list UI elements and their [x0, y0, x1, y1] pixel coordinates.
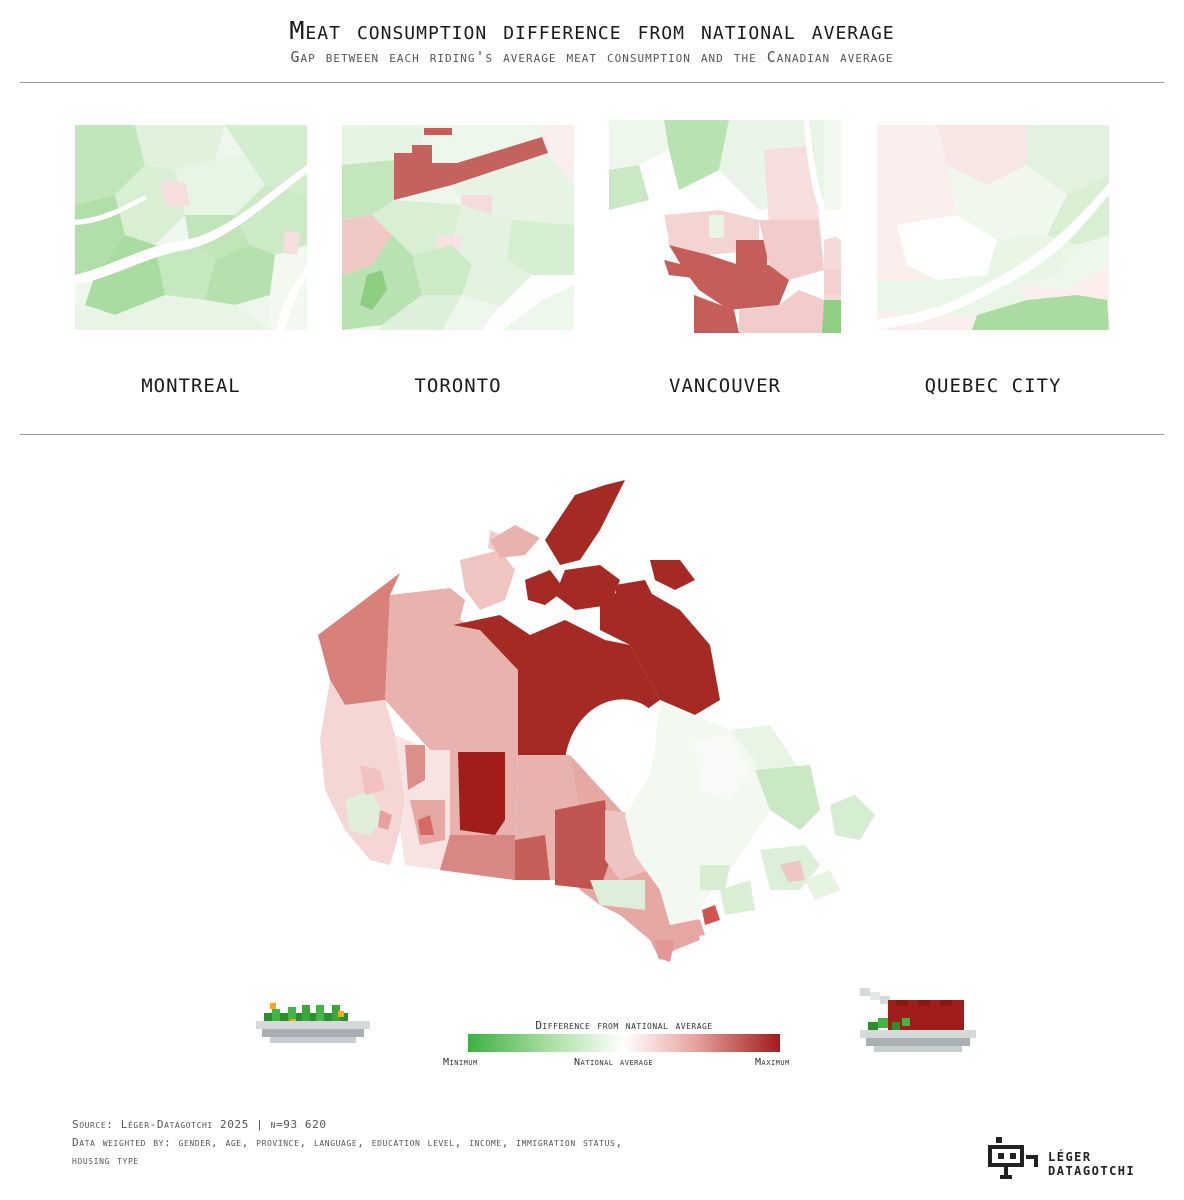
legend-color-scale: [468, 1034, 780, 1052]
toronto-map: [342, 125, 574, 330]
brand-name-line1: LÉGER: [1048, 1150, 1092, 1164]
city-label-quebec-city: QUEBEC CITY: [924, 375, 1062, 397]
city-label-montreal: MONTREAL: [141, 375, 241, 397]
quebec-city-map: [877, 125, 1109, 330]
source-note: Source: Léger-Datagotchi 2025 | n=93 620: [72, 1118, 327, 1131]
yukon-region: [318, 573, 400, 705]
montreal-map: [75, 125, 307, 330]
legend-max-label: Maximum: [755, 1057, 790, 1068]
datagotchi-logo-icon: [986, 1137, 1042, 1185]
weighting-note-line2: housing type: [72, 1154, 139, 1167]
middle-divider: [20, 434, 1164, 435]
brand-name-line2: DATAGOTCHI: [1048, 1164, 1136, 1178]
newfoundland-region: [830, 795, 875, 840]
top-divider: [20, 82, 1164, 83]
steak-plate-icon: [856, 982, 980, 1058]
weighting-note-line1: Data weighted by: gender, age, province,…: [72, 1136, 623, 1149]
legend-mid-label: National average: [574, 1057, 654, 1068]
city-label-toronto: TORONTO: [414, 375, 502, 397]
vancouver-map: [609, 120, 841, 333]
canada-map: [300, 470, 890, 974]
northwest-territories-region: [385, 588, 518, 755]
page-subtitle: Gap between each riding's average meat c…: [290, 48, 894, 66]
legend-min-label: Minimum: [443, 1057, 478, 1068]
salad-plate-icon: [254, 999, 372, 1053]
city-label-vancouver: VANCOUVER: [669, 375, 781, 397]
legend-title: Difference from national average: [535, 1019, 713, 1032]
page-title: Meat consumption difference from nationa…: [289, 16, 895, 45]
